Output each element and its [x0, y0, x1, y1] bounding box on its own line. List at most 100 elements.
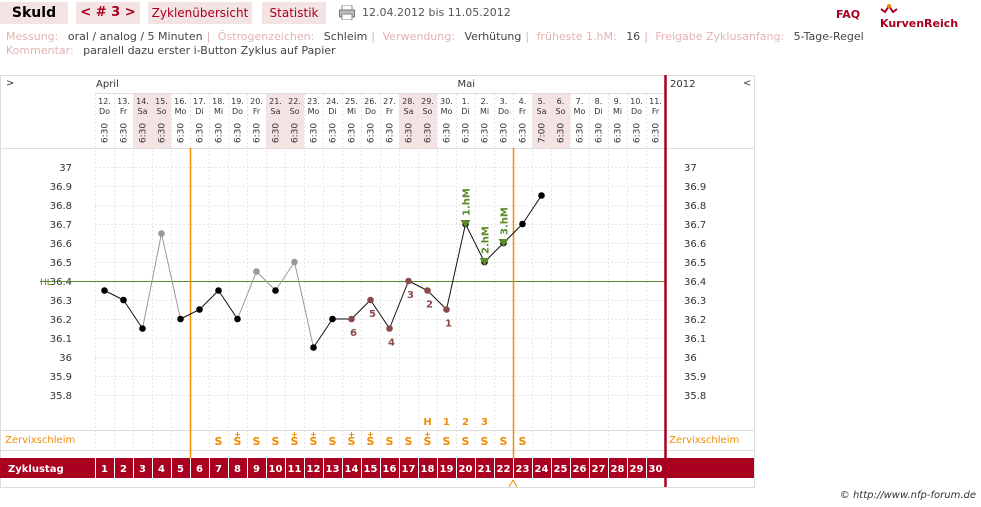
date-label: 1.	[462, 97, 470, 106]
temperature-point	[139, 325, 146, 332]
weekday-label: Mo	[441, 107, 453, 116]
zervix-peak-label: H	[423, 417, 431, 428]
temperature-segment	[313, 318, 333, 348]
date-label: 20.	[250, 97, 263, 106]
print-icon[interactable]	[339, 5, 355, 20]
cycle-day-number: 4	[158, 464, 165, 475]
cycle-day-number: 8	[234, 464, 241, 475]
temperature-point	[386, 325, 393, 332]
cycle-day-number: 23	[516, 464, 530, 475]
weekend-column	[551, 94, 570, 148]
temperature-point	[101, 287, 108, 294]
y-tick-left: 36.5	[50, 258, 72, 269]
cycle-day-number: 16	[383, 464, 397, 475]
temperature-segment	[408, 280, 428, 291]
weekday-label: Di	[195, 107, 203, 116]
weekend-column	[266, 94, 285, 148]
higher-measurement-label: 1.hM	[462, 188, 473, 216]
temperature-point	[177, 315, 184, 323]
temperature-point	[272, 287, 279, 294]
time-label: 6:30	[139, 123, 149, 143]
cycle-day-number: 10	[269, 464, 283, 475]
temperature-segment	[294, 261, 314, 348]
tab-statistics[interactable]: Statistik	[262, 2, 326, 24]
zervix-value: S	[234, 435, 242, 448]
weekday-label: Do	[631, 107, 642, 116]
time-label: 6:30	[215, 123, 225, 143]
time-label: 6:30	[481, 123, 491, 143]
weekend-column	[285, 94, 304, 148]
y-tick-right: 36.1	[684, 334, 706, 345]
temperature-segment	[256, 271, 276, 291]
nav-right: <	[743, 78, 751, 89]
date-label: 30.	[440, 97, 453, 106]
temperature-segment	[446, 223, 466, 310]
zervix-value: S	[500, 435, 508, 448]
zervix-peak-label: 1	[443, 417, 450, 428]
temperature-point	[329, 315, 336, 323]
cycle-day-number: 22	[497, 464, 511, 475]
time-label: 6:30	[120, 123, 130, 143]
messung-value: oral / analog / 5 Minuten	[67, 30, 203, 43]
temperature-segment	[142, 233, 162, 329]
zervix-value: S	[462, 435, 470, 448]
weekday-label: Mo	[308, 107, 320, 116]
temperature-point	[215, 287, 222, 294]
oestrogen-label: Östrogenzeichen:	[217, 30, 315, 43]
zervix-value: S	[424, 435, 432, 448]
month-label: April	[96, 79, 119, 90]
y-tick-left: 36.9	[50, 182, 72, 193]
temperature-segment	[199, 290, 219, 310]
y-tick-right: 36.2	[684, 315, 706, 326]
brand-link[interactable]: KurvenReich	[880, 3, 981, 30]
date-label: 14.	[136, 97, 149, 106]
weekday-label: Di	[328, 107, 336, 116]
y-tick-right: 36.3	[684, 296, 706, 307]
temperature-segment	[427, 290, 447, 310]
fruehste-value: 16	[626, 30, 641, 43]
temperature-segment	[180, 309, 200, 320]
date-label: 21.	[269, 97, 282, 106]
separator: |	[644, 30, 648, 43]
time-label: 6:30	[557, 123, 567, 143]
cycle-day-number: 29	[630, 464, 644, 475]
weekday-label: Do	[365, 107, 376, 116]
temperature-segment	[522, 195, 542, 225]
user-name: Skuld	[0, 2, 68, 24]
messung-label: Messung:	[6, 30, 59, 43]
y-tick-right: 36	[684, 353, 697, 364]
cycle-navigator[interactable]: < # 3 >	[76, 2, 140, 24]
y-tick-right: 37	[684, 163, 697, 174]
cycle-day-number: 7	[215, 464, 222, 475]
faq-link[interactable]: FAQ	[836, 8, 861, 21]
time-label: 7:00	[538, 123, 548, 143]
cycle-day-number: 24	[535, 464, 549, 475]
time-label: 6:30	[595, 123, 605, 143]
cycle-day-number: 2	[120, 464, 127, 475]
y-tick-right: 36.5	[684, 258, 706, 269]
weekend-column	[152, 94, 171, 148]
temperature-point	[158, 230, 165, 237]
zervix-value: S	[519, 435, 527, 448]
date-label: 12.	[98, 97, 111, 106]
date-label: 6.	[557, 97, 565, 106]
zervix-label-right: Zervixschleim	[669, 435, 739, 446]
cycle-day-number: 17	[402, 464, 416, 475]
low-count-label: 1	[445, 319, 452, 330]
date-label: 17.	[193, 97, 206, 106]
weekday-label: Fr	[386, 107, 394, 116]
weekday-label: Mo	[574, 107, 586, 116]
orange-tick	[508, 479, 514, 488]
date-label: 4.	[519, 97, 527, 106]
cycle-day-number: 13	[326, 464, 340, 475]
weekday-label: Fr	[652, 107, 660, 116]
brand-name: KurvenReich	[880, 17, 959, 30]
weekday-label: Do	[99, 107, 110, 116]
weekday-label: So	[290, 107, 300, 116]
time-label: 6:30	[652, 123, 662, 143]
date-label: 11.	[649, 97, 662, 106]
time-label: 6:30	[443, 123, 453, 143]
tab-cycle-overview[interactable]: Zyklenübersicht	[148, 2, 252, 24]
zervix-peak-label: 2	[462, 417, 469, 428]
zervix-value: S	[253, 435, 261, 448]
